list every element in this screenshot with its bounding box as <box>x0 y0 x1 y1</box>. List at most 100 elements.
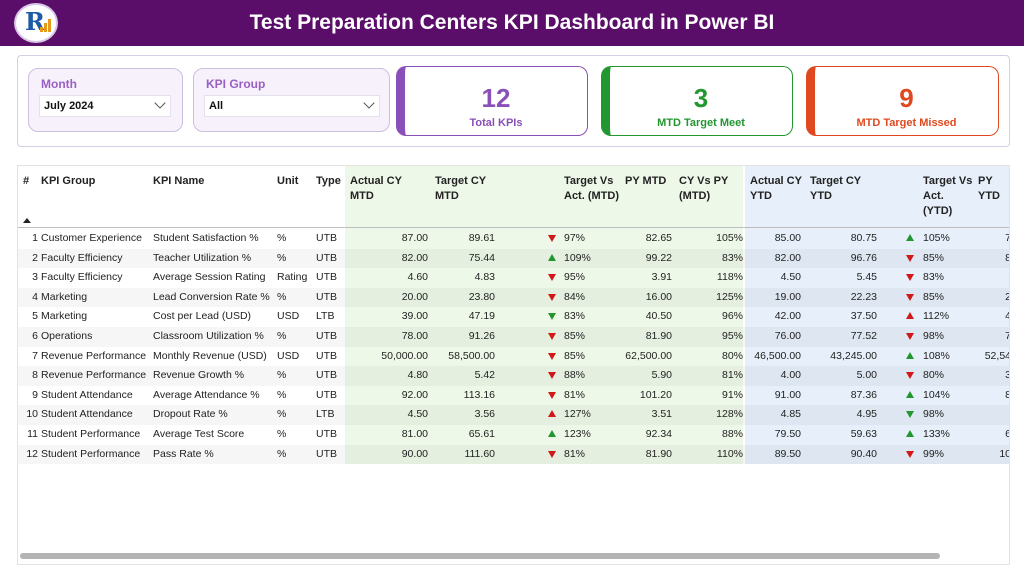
cell-unit: USD <box>277 349 300 362</box>
table-row[interactable]: 12 Student Performance Pass Rate %% UTB 90.0… <box>18 445 1009 465</box>
cell-index: 11 <box>27 428 38 440</box>
cell-target-vs-act-mtd: 81% <box>564 447 586 460</box>
triangle-down-icon <box>906 293 914 301</box>
cell-target-cy-ytd: 37.50 <box>850 310 877 323</box>
cell-py-mtd: 3.91 <box>651 271 672 284</box>
cell-target-vs-act-mtd: 85% <box>564 349 586 362</box>
cell-kpi-name: Student Satisfaction % <box>153 232 259 244</box>
triangle-up-icon <box>906 351 914 359</box>
cell-cy-vs-py-mtd: 80% <box>721 349 743 362</box>
horizontal-scrollbar[interactable] <box>20 553 940 559</box>
cell-kpi-group: Marketing <box>41 290 88 303</box>
triangle-down-icon <box>906 254 914 262</box>
table-row[interactable]: 6 Operations Classroom Utilization %% UTB 78… <box>18 327 1009 347</box>
cell-target-vs-act-ytd: 133% <box>923 428 950 440</box>
cell-actual-cy-ytd: 4.00 <box>780 369 801 382</box>
cell-kpi-group: Operations <box>41 330 93 342</box>
cell-target-vs-act-ytd: 99% <box>923 447 945 460</box>
header-target-cy-ytd[interactable]: Target CY YTD <box>810 175 861 202</box>
kpi-group-dropdown-value: All <box>209 100 224 112</box>
table-row[interactable]: 7 Revenue Performance Monthly Revenue (USD… <box>18 347 1010 367</box>
header-cy-vs-py-mtd[interactable]: CY Vs PY (MTD) <box>679 175 729 202</box>
cell-target-vs-act-ytd: 105% <box>923 232 950 244</box>
cell-index: 5 <box>32 310 38 323</box>
header-kpi-group[interactable]: KPI Group <box>41 175 96 187</box>
table-row[interactable]: 8 Revenue Performance Revenue Growth %% UTB… <box>18 366 1009 386</box>
triangle-down-icon <box>906 274 914 282</box>
cell-py-mtd: 5.90 <box>651 369 672 382</box>
table-row[interactable]: 3 Faculty Efficiency Average Session Ratin… <box>18 268 1009 288</box>
cell-py-mtd: 16.00 <box>645 290 672 303</box>
cell-actual-cy-mtd: 87.00 <box>401 232 428 244</box>
table-row[interactable]: 5 Marketing Cost per Lead (USD) USD LTB 39.00… <box>18 307 1009 327</box>
cell-target-cy-mtd: 65.61 <box>468 428 495 440</box>
cell-index: 10 <box>26 408 38 421</box>
cell-unit: % <box>277 290 287 303</box>
cell-py-mtd: 40.50 <box>645 310 672 323</box>
sort-ascending-icon[interactable] <box>23 218 31 223</box>
header-py-mtd[interactable]: PY MTD <box>625 175 667 187</box>
cell-target-vs-act-ytd: 85% <box>923 251 945 264</box>
cell-target-cy-mtd: 91.26 <box>468 330 495 342</box>
cell-type: UTB <box>316 330 337 342</box>
triangle-down-icon <box>548 333 556 340</box>
cell-actual-cy-ytd: 91.00 <box>774 388 801 401</box>
cell-target-cy-mtd: 5.42 <box>474 369 495 382</box>
cell-kpi-name: Pass Rate % <box>153 447 214 460</box>
cell-target-cy-ytd: 77.52 <box>850 330 877 342</box>
cell-target-cy-mtd: 4.83 <box>474 271 495 284</box>
month-dropdown[interactable]: July 2024 <box>39 95 171 117</box>
triangle-up-icon <box>548 253 556 261</box>
table-row[interactable]: 1 Customer Experience Student Satisfaction… <box>18 229 1009 249</box>
cell-target-cy-ytd: 22.23 <box>850 290 877 303</box>
cell-kpi-name: Lead Conversion Rate % <box>153 290 270 303</box>
cell-py-ytd: 2 <box>973 288 1009 307</box>
triangle-up-icon <box>906 390 914 398</box>
cell-type: UTB <box>316 290 337 303</box>
cell-unit: % <box>277 408 287 421</box>
cell-target-vs-act-ytd: 108% <box>923 349 950 362</box>
cell-actual-cy-mtd: 39.00 <box>401 310 428 323</box>
cell-type: LTB <box>316 310 335 323</box>
cell-type: UTB <box>316 428 337 440</box>
table-row[interactable]: 10 Student Attendance Dropout Rate %% LTB 4.… <box>18 405 1009 425</box>
header-actual-cy-mtd[interactable]: Actual CY MTD <box>350 175 402 202</box>
cell-target-cy-ytd: 5.00 <box>856 369 877 382</box>
table-row[interactable]: 9 Student Attendance Average Attendance %%… <box>18 386 1009 406</box>
triangle-down-icon <box>906 372 914 380</box>
header-kpi-name[interactable]: KPI Name <box>153 175 205 187</box>
cell-py-mtd: 81.90 <box>645 447 672 460</box>
kpi-group-dropdown[interactable]: All <box>204 95 380 117</box>
header-type[interactable]: Type <box>316 175 341 187</box>
cell-kpi-name: Average Session Rating <box>153 271 266 284</box>
cell-target-vs-act-mtd: 97% <box>564 232 586 244</box>
cell-kpi-name: Teacher Utilization % <box>153 251 252 264</box>
cell-actual-cy-mtd: 50,000.00 <box>381 349 428 362</box>
header-py-ytd[interactable]: PY YTD <box>978 175 1000 202</box>
cell-target-cy-ytd: 5.45 <box>856 271 877 284</box>
cell-index: 2 <box>32 251 38 264</box>
cell-target-vs-act-ytd: 98% <box>923 330 945 342</box>
cell-kpi-group: Revenue Performance <box>41 369 147 382</box>
triangle-down-icon <box>906 411 914 419</box>
header-actual-cy-ytd[interactable]: Actual CY YTD <box>750 175 802 202</box>
cell-target-cy-mtd: 47.19 <box>468 310 495 323</box>
header-unit[interactable]: Unit <box>277 175 299 187</box>
month-dropdown-value: July 2024 <box>44 100 94 112</box>
header-target-cy-mtd[interactable]: Target CY MTD <box>435 175 486 202</box>
ytd-column-band <box>745 166 1009 464</box>
table-row[interactable]: 11 Student Performance Average Test Score%… <box>18 425 1009 445</box>
cell-target-vs-act-ytd: 85% <box>923 290 945 303</box>
cell-target-cy-mtd: 113.16 <box>463 388 495 401</box>
header-target-vs-act-mtd[interactable]: Target Vs Act. (MTD) <box>564 175 619 202</box>
table-row[interactable]: 2 Faculty Efficiency Teacher Utilization %… <box>18 249 1009 269</box>
cell-kpi-name: Dropout Rate % <box>153 408 228 421</box>
cell-target-vs-act-mtd: 81% <box>564 388 586 401</box>
cell-py-ytd: 52,54 <box>984 349 1010 362</box>
cell-target-cy-ytd: 43,245.00 <box>830 349 877 362</box>
cell-index: 7 <box>32 349 38 362</box>
table-row[interactable]: 4 Marketing Lead Conversion Rate %% UTB 20.0… <box>18 288 1009 308</box>
header-target-vs-act-ytd[interactable]: Target Vs Act. (YTD) <box>923 175 973 217</box>
header-index[interactable]: # <box>23 175 30 187</box>
mtd-target-meet-card: 3 MTD Target Meet <box>601 66 793 136</box>
